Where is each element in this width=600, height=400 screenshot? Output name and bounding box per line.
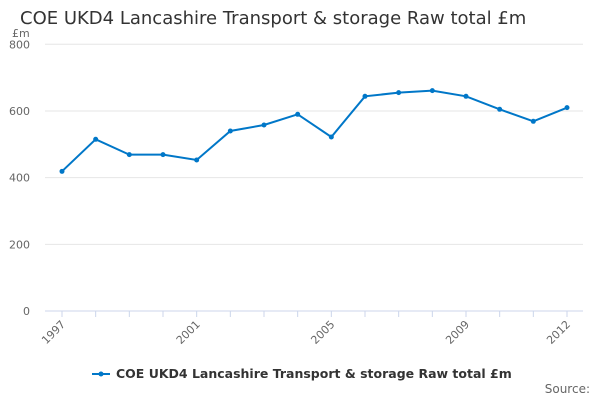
y-tick-label: 800 [9, 38, 30, 51]
data-point [59, 168, 65, 174]
x-tick-label: 1997 [39, 318, 68, 347]
y-tick-label: 600 [9, 105, 30, 118]
x-tick-label: 2009 [443, 318, 472, 347]
chart-title: COE UKD4 Lancashire Transport & storage … [20, 8, 527, 29]
y-axis-label: £m [12, 27, 30, 40]
legend[interactable]: COE UKD4 Lancashire Transport & storage … [92, 366, 512, 381]
data-point [463, 93, 469, 99]
x-tick-label: 2005 [308, 318, 337, 347]
data-point [126, 152, 132, 158]
source-label: Source: [544, 382, 590, 396]
x-tick-label: 2001 [174, 318, 203, 347]
data-point [328, 134, 334, 140]
data-point [93, 136, 99, 142]
legend-line-marker-icon [92, 371, 110, 376]
data-point [295, 111, 301, 117]
data-point [564, 105, 570, 111]
data-point [429, 88, 435, 94]
data-point [497, 106, 503, 112]
data-point [194, 157, 200, 163]
data-point [362, 93, 368, 99]
data-point [227, 128, 233, 134]
x-tick-label: 2012 [544, 318, 573, 347]
legend-label: COE UKD4 Lancashire Transport & storage … [116, 366, 512, 381]
data-point [530, 118, 536, 124]
data-point [261, 122, 267, 128]
y-tick-label: 400 [9, 172, 30, 185]
y-tick-label: 200 [9, 238, 30, 251]
series-line [61, 89, 568, 173]
data-point [160, 152, 166, 158]
y-tick-label: 0 [23, 305, 30, 318]
data-point [396, 90, 402, 96]
